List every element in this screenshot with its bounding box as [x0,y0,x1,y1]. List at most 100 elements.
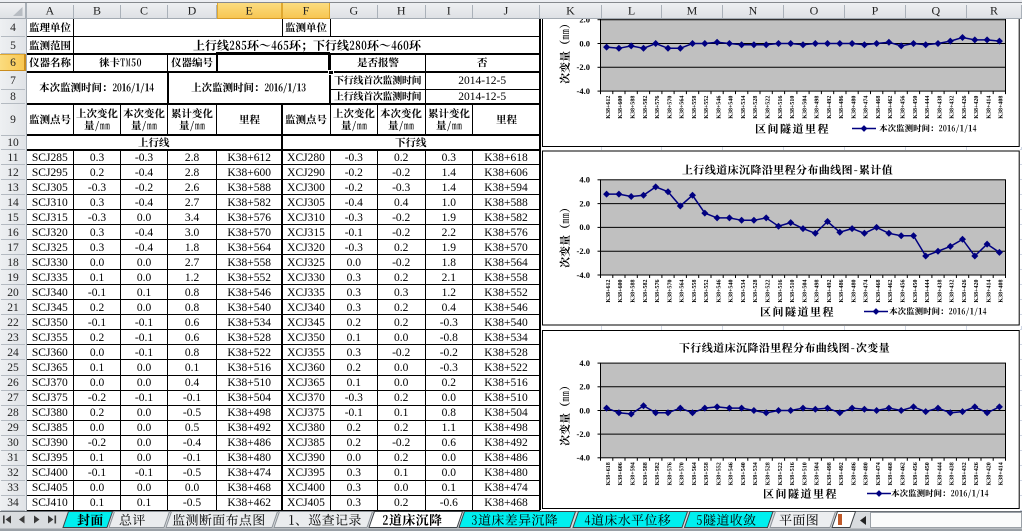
svg-text:K38+570: K38+570 [667,280,673,303]
svg-text:K38+456: K38+456 [901,280,907,303]
svg-text:K38+480: K38+480 [851,96,857,119]
svg-text:K38+462: K38+462 [901,462,907,485]
svg-text:K38+498: K38+498 [815,96,821,119]
svg-text:K38+414: K38+414 [986,96,992,119]
svg-text:K38+510: K38+510 [802,462,808,485]
svg-text:K38+426: K38+426 [962,96,968,119]
svg-text:K38+468: K38+468 [888,462,894,485]
svg-text:K38+480: K38+480 [851,280,857,303]
svg-text:-4.0: -4.0 [577,453,590,463]
svg-text:K38+534: K38+534 [753,462,759,485]
svg-text:2.0: 2.0 [579,382,590,392]
svg-text:K38+414: K38+414 [999,462,1005,485]
svg-text:K38+522: K38+522 [766,280,772,303]
svg-text:K38+426: K38+426 [974,462,980,485]
svg-text:-4.0: -4.0 [577,86,590,96]
svg-text:K38+612: K38+612 [606,96,612,119]
svg-text:K38+444: K38+444 [925,280,931,303]
svg-text:K38+558: K38+558 [704,462,710,485]
svg-text:0.0: 0.0 [579,38,590,48]
svg-text:K38+486: K38+486 [839,280,845,303]
svg-text:K38+468: K38+468 [876,96,882,119]
svg-text:0.0: 0.0 [579,405,590,415]
svg-text:K38+582: K38+582 [643,96,649,119]
svg-text:K38+468: K38+468 [876,280,882,303]
svg-text:K38+426: K38+426 [962,280,968,303]
svg-text:K38+486: K38+486 [839,96,845,119]
svg-text:K38+582: K38+582 [643,280,649,303]
svg-text:K38+420: K38+420 [974,280,980,303]
svg-text:K38+564: K38+564 [692,462,698,485]
svg-text:-2.0: -2.0 [577,246,590,256]
svg-text:K38+462: K38+462 [888,96,894,119]
svg-text:K38+546: K38+546 [729,462,735,485]
svg-text:K38+504: K38+504 [802,280,808,303]
svg-text:K38+546: K38+546 [716,96,722,119]
svg-text:K38+570: K38+570 [680,462,686,485]
svg-text:K38+552: K38+552 [704,96,710,119]
svg-text:K38+420: K38+420 [974,96,980,119]
svg-text:K38+504: K38+504 [802,96,808,119]
svg-text:K38+540: K38+540 [729,96,735,119]
svg-text:K38+588: K38+588 [631,96,637,119]
svg-text:K38+432: K38+432 [962,462,968,485]
svg-text:-2.0: -2.0 [577,62,590,72]
svg-text:K38+534: K38+534 [741,96,747,119]
svg-text:K38+504: K38+504 [815,462,821,485]
svg-text:-4.0: -4.0 [577,270,590,280]
svg-text:K38+594: K38+594 [631,462,637,485]
svg-text:K38+528: K38+528 [766,462,772,485]
svg-text:-2.0: -2.0 [577,429,590,439]
svg-text:K38+546: K38+546 [716,280,722,303]
svg-text:K38+558: K38+558 [692,280,698,303]
svg-text:0.0: 0.0 [579,222,590,232]
svg-text:K38+600: K38+600 [618,96,624,119]
svg-text:K38+444: K38+444 [925,96,931,119]
svg-text:K38+408: K38+408 [999,96,1005,119]
svg-text:2.0: 2.0 [579,15,590,25]
svg-text:K38+450: K38+450 [925,462,931,485]
svg-text:K38+492: K38+492 [827,280,833,303]
svg-text:K38+522: K38+522 [778,462,784,485]
svg-text:4.0: 4.0 [579,358,590,368]
svg-text:K38+456: K38+456 [913,462,919,485]
svg-text:K38+432: K38+432 [950,96,956,119]
svg-text:K38+516: K38+516 [778,280,784,303]
svg-text:K38+540: K38+540 [741,462,747,485]
svg-text:K38+564: K38+564 [680,96,686,119]
svg-text:K38+456: K38+456 [901,96,907,119]
svg-text:K38+438: K38+438 [937,280,943,303]
svg-text:K38+564: K38+564 [680,280,686,303]
svg-text:K38+450: K38+450 [913,96,919,119]
svg-text:K38+540: K38+540 [729,280,735,303]
svg-text:K38+570: K38+570 [667,96,673,119]
svg-text:K38+606: K38+606 [618,462,624,485]
svg-text:K38+534: K38+534 [741,280,747,303]
svg-text:K38+498: K38+498 [815,280,821,303]
svg-text:K38+474: K38+474 [876,462,882,485]
svg-text:K38+420: K38+420 [986,462,992,485]
svg-text:K38+528: K38+528 [753,280,759,303]
svg-text:K38+510: K38+510 [790,96,796,119]
svg-text:K38+444: K38+444 [937,462,943,485]
svg-text:K38+516: K38+516 [790,462,796,485]
svg-text:K38+576: K38+576 [655,96,661,119]
svg-text:K38+450: K38+450 [913,280,919,303]
svg-text:K38+576: K38+576 [667,462,673,485]
svg-text:K38+516: K38+516 [778,96,784,119]
svg-text:K38+618: K38+618 [606,462,612,485]
svg-text:K38+474: K38+474 [864,280,870,303]
svg-text:K38+600: K38+600 [618,280,624,303]
svg-text:K38+438: K38+438 [937,96,943,119]
svg-text:K38+588: K38+588 [631,280,637,303]
svg-text:4.0: 4.0 [579,175,590,185]
svg-text:K38+552: K38+552 [716,462,722,485]
svg-text:K38+498: K38+498 [827,462,833,485]
svg-text:K38+438: K38+438 [950,462,956,485]
svg-text:K38+588: K38+588 [643,462,649,485]
svg-text:K38+510: K38+510 [790,280,796,303]
svg-text:K38+480: K38+480 [864,462,870,485]
svg-text:K38+492: K38+492 [839,462,845,485]
svg-text:K38+558: K38+558 [692,96,698,119]
svg-text:2.0: 2.0 [579,198,590,208]
